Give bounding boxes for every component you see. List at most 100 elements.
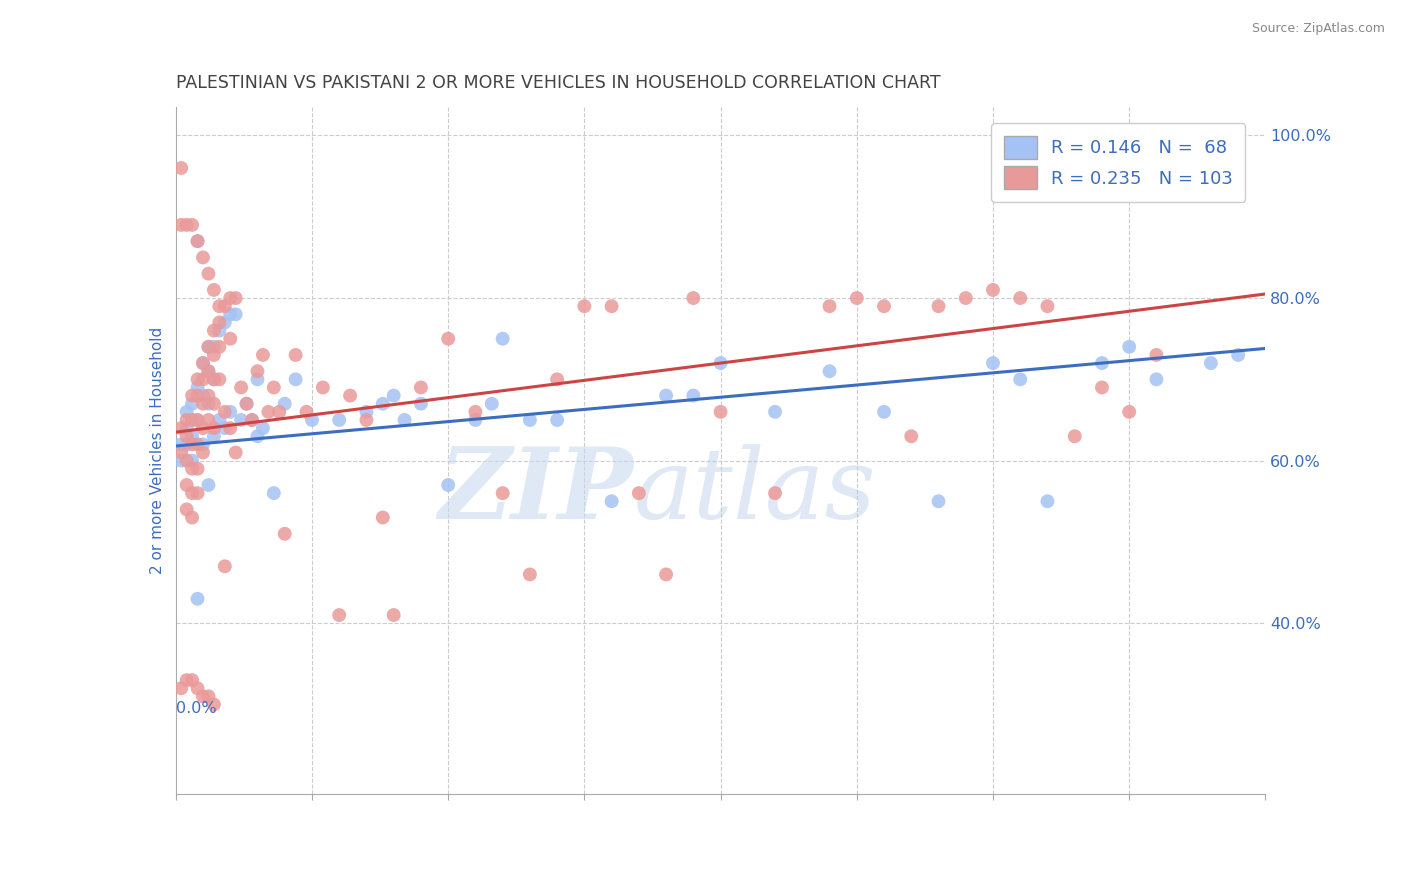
Point	[197, 340, 219, 354]
Point	[1118, 405, 1140, 419]
Point	[208, 372, 231, 386]
Point	[208, 299, 231, 313]
Point	[170, 421, 193, 435]
Point	[181, 413, 204, 427]
Point	[181, 397, 204, 411]
Point	[246, 429, 269, 443]
Point	[1010, 291, 1032, 305]
Point	[492, 332, 515, 346]
Point	[873, 299, 896, 313]
Point	[197, 364, 219, 378]
Point	[246, 372, 269, 386]
Point	[197, 478, 219, 492]
Point	[214, 299, 236, 313]
Point	[356, 413, 378, 427]
Point	[312, 380, 335, 394]
Point	[176, 453, 198, 467]
Point	[181, 453, 204, 467]
Point	[763, 405, 786, 419]
Point	[197, 397, 219, 411]
Point	[191, 445, 214, 459]
Point	[225, 445, 247, 459]
Point	[202, 372, 225, 386]
Point	[186, 681, 209, 696]
Point	[231, 413, 253, 427]
Point	[481, 397, 503, 411]
Point	[1063, 429, 1085, 443]
Point	[845, 291, 868, 305]
Point	[181, 388, 204, 402]
Point	[240, 413, 263, 427]
Point	[219, 307, 242, 321]
Point	[170, 453, 193, 467]
Point	[655, 567, 678, 582]
Text: ZIP: ZIP	[439, 443, 633, 540]
Point	[235, 397, 257, 411]
Point	[252, 348, 274, 362]
Point	[240, 413, 263, 427]
Point	[1091, 356, 1114, 370]
Point	[176, 673, 198, 687]
Point	[873, 405, 896, 419]
Point	[186, 413, 209, 427]
Point	[981, 356, 1004, 370]
Point	[170, 218, 193, 232]
Point	[202, 372, 225, 386]
Point	[202, 421, 225, 435]
Point	[1010, 372, 1032, 386]
Point	[208, 413, 231, 427]
Point	[328, 608, 350, 623]
Point	[202, 429, 225, 443]
Point	[382, 388, 405, 402]
Point	[382, 608, 405, 623]
Point	[181, 673, 204, 687]
Point	[214, 421, 236, 435]
Point	[295, 405, 318, 419]
Point	[208, 340, 231, 354]
Point	[219, 291, 242, 305]
Point	[197, 340, 219, 354]
Point	[284, 348, 307, 362]
Point	[191, 397, 214, 411]
Point	[219, 421, 242, 435]
Point	[208, 324, 231, 338]
Point	[1036, 494, 1059, 508]
Point	[235, 397, 257, 411]
Point	[186, 234, 209, 248]
Point	[1227, 348, 1250, 362]
Point	[197, 413, 219, 427]
Point	[269, 405, 291, 419]
Point	[181, 218, 204, 232]
Point	[981, 283, 1004, 297]
Point	[928, 299, 950, 313]
Point	[231, 380, 253, 394]
Point	[464, 413, 486, 427]
Point	[301, 413, 323, 427]
Point	[1144, 372, 1167, 386]
Point	[464, 405, 486, 419]
Point	[176, 413, 198, 427]
Point	[181, 486, 204, 500]
Point	[682, 388, 704, 402]
Point	[202, 698, 225, 712]
Point	[600, 299, 623, 313]
Point	[546, 372, 568, 386]
Point	[186, 413, 209, 427]
Point	[519, 413, 541, 427]
Point	[191, 388, 214, 402]
Point	[371, 397, 394, 411]
Point	[170, 161, 193, 175]
Point	[170, 437, 193, 451]
Point	[214, 405, 236, 419]
Point	[574, 299, 596, 313]
Point	[176, 421, 198, 435]
Point	[274, 397, 297, 411]
Point	[197, 690, 219, 704]
Point	[409, 397, 432, 411]
Point	[181, 462, 204, 476]
Point	[186, 388, 209, 402]
Point	[1091, 380, 1114, 394]
Point	[339, 388, 361, 402]
Point	[710, 405, 733, 419]
Point	[263, 486, 285, 500]
